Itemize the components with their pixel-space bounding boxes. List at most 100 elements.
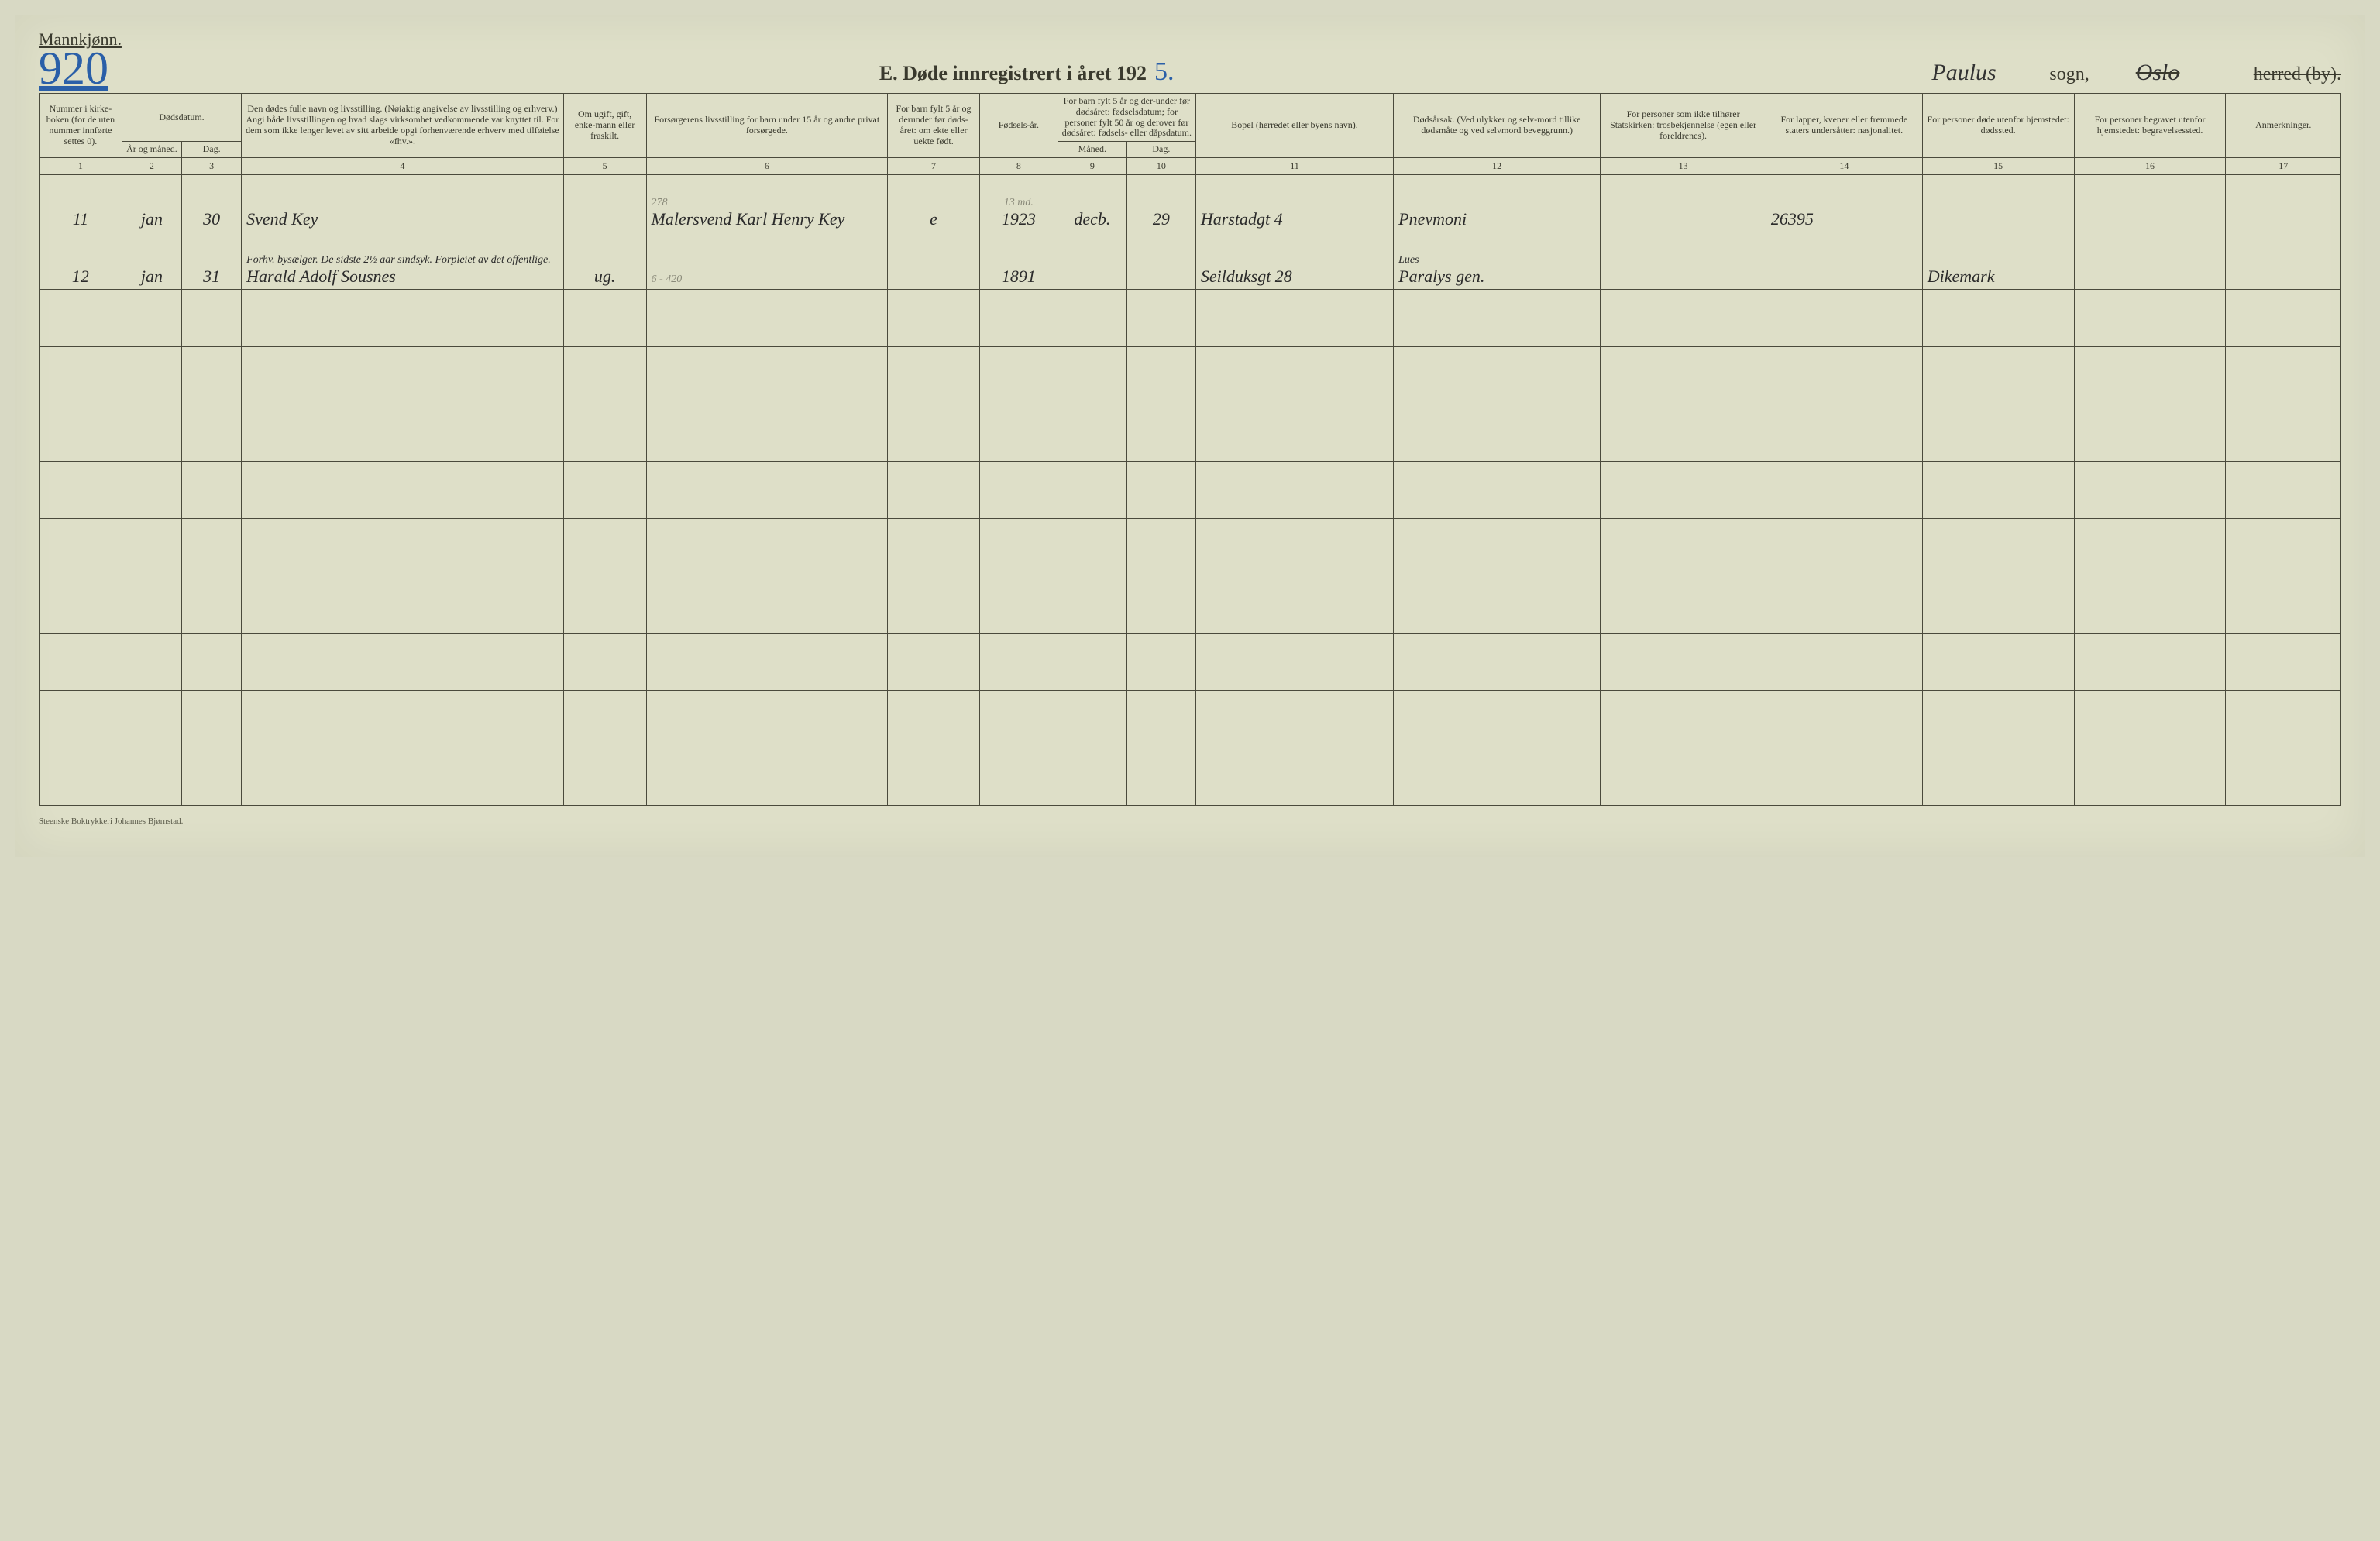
- cell-dag: 31: [182, 232, 242, 289]
- cell-anm: [2226, 232, 2341, 289]
- cell-faar: 1891: [979, 232, 1058, 289]
- coln-17: 17: [2226, 157, 2341, 174]
- table-row-empty: [40, 461, 2341, 518]
- hdr-16: For personer begravet utenfor hjemstedet…: [2074, 94, 2226, 158]
- cell-tros: [1601, 232, 1766, 289]
- table-row-empty: [40, 576, 2341, 633]
- cell-fdag: [1126, 232, 1195, 289]
- coln-10: 10: [1126, 157, 1195, 174]
- table-row-empty: [40, 289, 2341, 346]
- cell-dag: 30: [182, 174, 242, 232]
- hdr-14: For lapper, kvener eller fremmede stater…: [1766, 94, 1922, 158]
- cell-sivilstand: ug.: [563, 232, 646, 289]
- hdr-12: Dødsårsak. (Ved ulykker og selv-mord til…: [1394, 94, 1601, 158]
- table-row-empty: [40, 518, 2341, 576]
- coln-8: 8: [979, 157, 1058, 174]
- hdr-6: Forsørgerens livsstilling for barn under…: [646, 94, 888, 158]
- cell-ekte: e: [888, 174, 980, 232]
- cell-fmnd: decb.: [1058, 174, 1126, 232]
- cell-bopel: Seilduksgt 28: [1195, 232, 1393, 289]
- cell-aarsak-val: Paralys gen.: [1398, 267, 1484, 286]
- table-body: 11 jan 30 Svend Key 278 Malersvend Karl …: [40, 174, 2341, 805]
- sogn-label: sogn,: [2049, 64, 2089, 85]
- coln-13: 13: [1601, 157, 1766, 174]
- cell-faar-val: 1923: [1002, 209, 1036, 229]
- herred-value: Oslo: [2136, 60, 2244, 87]
- cell-dodssted: [1922, 174, 2074, 232]
- table-row-empty: [40, 404, 2341, 461]
- table-row: 12 jan 31 Forhv. bysælger. De sidste 2½ …: [40, 232, 2341, 289]
- coln-4: 4: [242, 157, 564, 174]
- cell-navn: Svend Key: [242, 174, 564, 232]
- coln-5: 5: [563, 157, 646, 174]
- cell-aarsak: Pnevmoni: [1394, 174, 1601, 232]
- cell-nasj: [1766, 232, 1922, 289]
- cell-sivilstand: [563, 174, 646, 232]
- hdr-2a: År og måned.: [122, 142, 181, 158]
- coln-16: 16: [2074, 157, 2226, 174]
- cell-ekte: [888, 232, 980, 289]
- hdr-2-top: Dødsdatum.: [122, 94, 241, 142]
- hdr-7: For barn fylt 5 år og derunder før døds-…: [888, 94, 980, 158]
- table-row: 11 jan 30 Svend Key 278 Malersvend Karl …: [40, 174, 2341, 232]
- hdr-5: Om ugift, gift, enke-mann eller fraskilt…: [563, 94, 646, 158]
- hdr-2b: Dag.: [182, 142, 242, 158]
- column-number-row: 1 2 3 4 5 6 7 8 9 10 11 12 13 14 15 16 1…: [40, 157, 2341, 174]
- cell-fdag: 29: [1126, 174, 1195, 232]
- cell-forsorger: 6 - 420: [646, 232, 888, 289]
- hdr-9-top: For barn fylt 5 år og der-under før døds…: [1058, 94, 1195, 142]
- hdr-15: For personer døde utenfor hjemstedet: dø…: [1922, 94, 2074, 158]
- cell-forsorger: 278 Malersvend Karl Henry Key: [646, 174, 888, 232]
- coln-14: 14: [1766, 157, 1922, 174]
- cell-forsorger-pencil: 278: [652, 198, 883, 209]
- hdr-1: Nummer i kirke-boken (for de uten nummer…: [40, 94, 122, 158]
- hdr-8: Fødsels-år.: [979, 94, 1058, 158]
- cell-faar: 13 md. 1923: [979, 174, 1058, 232]
- coln-11: 11: [1195, 157, 1393, 174]
- coln-2: 2: [122, 157, 181, 174]
- cell-dodssted: Dikemark: [1922, 232, 2074, 289]
- table-row-empty: [40, 690, 2341, 748]
- coln-15: 15: [1922, 157, 2074, 174]
- cell-anm: [2226, 174, 2341, 232]
- hdr-4: Den dødes fulle navn og livsstilling. (N…: [242, 94, 564, 158]
- table-row-empty: [40, 748, 2341, 805]
- sogn-block: Paulus sogn,: [1931, 60, 2089, 87]
- cell-fmnd: [1058, 232, 1126, 289]
- cell-aarsak: Lues Paralys gen.: [1394, 232, 1601, 289]
- cell-num: 12: [40, 232, 122, 289]
- cell-aarsak-top: Lues: [1398, 255, 1595, 267]
- ledger-table: Nummer i kirke-boken (for de uten nummer…: [39, 93, 2341, 806]
- hdr-9a: Måned.: [1058, 142, 1126, 158]
- coln-3: 3: [182, 157, 242, 174]
- hdr-9b: Dag.: [1126, 142, 1195, 158]
- cell-begrsted: [2074, 232, 2226, 289]
- title-prefix: E. Døde innregistrert i året 192: [879, 62, 1147, 85]
- hdr-11: Bopel (herredet eller byens navn).: [1195, 94, 1393, 158]
- coln-7: 7: [888, 157, 980, 174]
- hdr-13: For personer som ikke tilhører Statskirk…: [1601, 94, 1766, 158]
- table-row-empty: [40, 346, 2341, 404]
- cell-num: 11: [40, 174, 122, 232]
- title-line: E. Døde innregistrert i året 192 5.: [168, 57, 1885, 87]
- title-year-suffix: 5.: [1154, 57, 1175, 87]
- hdr-17: Anmerkninger.: [2226, 94, 2341, 158]
- cell-tros: [1601, 174, 1766, 232]
- ledger-page: Mannkjønn. 920 E. Døde innregistrert i å…: [15, 15, 2365, 857]
- herred-label: herred (by).: [2254, 64, 2341, 85]
- cell-navn-top: Forhv. bysælger. De sidste 2½ aar sindsy…: [246, 255, 559, 267]
- page-header: Mannkjønn. 920 E. Døde innregistrert i å…: [39, 29, 2341, 87]
- cell-nasj: 26395: [1766, 174, 1922, 232]
- cell-navn: Forhv. bysælger. De sidste 2½ aar sindsy…: [242, 232, 564, 289]
- left-header-block: Mannkjønn. 920: [39, 29, 122, 87]
- cell-navn-val: Harald Adolf Sousnes: [246, 267, 396, 286]
- cell-begrsted: [2074, 174, 2226, 232]
- coln-1: 1: [40, 157, 122, 174]
- table-row-empty: [40, 633, 2341, 690]
- coln-9: 9: [1058, 157, 1126, 174]
- cell-forsorger-pencil: 6 - 420: [652, 274, 883, 286]
- cell-forsorger-val: Malersvend Karl Henry Key: [652, 209, 845, 229]
- sogn-value: Paulus: [1931, 60, 2040, 87]
- cell-faar-top: 13 md.: [985, 198, 1053, 209]
- cell-bopel: Harstadgt 4: [1195, 174, 1393, 232]
